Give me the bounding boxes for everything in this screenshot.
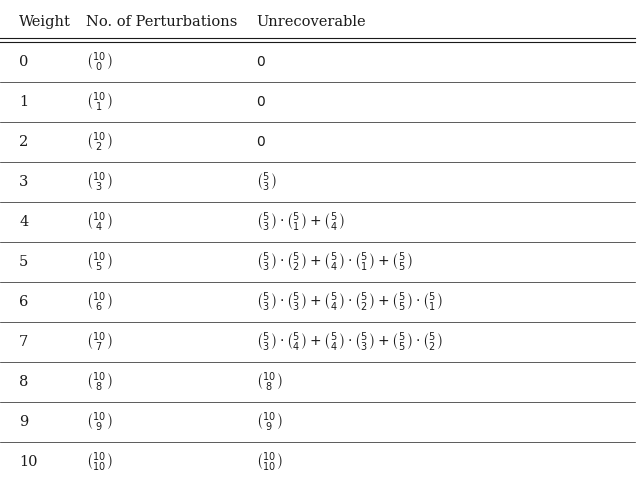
Text: 2: 2: [19, 135, 28, 149]
Text: 7: 7: [19, 335, 28, 349]
Text: $\binom{5}{3}$: $\binom{5}{3}$: [256, 170, 276, 194]
Text: $\binom{10}{9}$: $\binom{10}{9}$: [256, 410, 283, 434]
Text: 10: 10: [19, 455, 38, 469]
Text: $\binom{10}{3}$: $\binom{10}{3}$: [86, 170, 113, 194]
Text: 1: 1: [19, 95, 28, 109]
Text: $\binom{10}{8}$: $\binom{10}{8}$: [256, 370, 283, 394]
Text: $\binom{5}{3}\cdot\binom{5}{4}+\binom{5}{4}\cdot\binom{5}{3}+\binom{5}{5}\cdot\b: $\binom{5}{3}\cdot\binom{5}{4}+\binom{5}…: [256, 330, 443, 354]
Text: $0$: $0$: [256, 55, 266, 69]
Text: No. of Perturbations: No. of Perturbations: [86, 15, 238, 29]
Text: Weight: Weight: [19, 15, 71, 29]
Text: $\binom{10}{8}$: $\binom{10}{8}$: [86, 370, 113, 394]
Text: $\binom{5}{3}\cdot\binom{5}{1}+\binom{5}{4}$: $\binom{5}{3}\cdot\binom{5}{1}+\binom{5}…: [256, 210, 345, 234]
Text: $\binom{10}{1}$: $\binom{10}{1}$: [86, 90, 113, 114]
Text: $0$: $0$: [256, 135, 266, 149]
Text: $\binom{10}{7}$: $\binom{10}{7}$: [86, 330, 113, 354]
Text: 4: 4: [19, 215, 28, 229]
Text: 8: 8: [19, 375, 29, 389]
Text: $\binom{5}{3}\cdot\binom{5}{3}+\binom{5}{4}\cdot\binom{5}{2}+\binom{5}{5}\cdot\b: $\binom{5}{3}\cdot\binom{5}{3}+\binom{5}…: [256, 290, 443, 314]
Text: 6: 6: [19, 295, 29, 309]
Text: $\binom{10}{10}$: $\binom{10}{10}$: [256, 450, 283, 474]
Text: $\binom{10}{5}$: $\binom{10}{5}$: [86, 250, 113, 274]
Text: $\binom{10}{2}$: $\binom{10}{2}$: [86, 130, 113, 154]
Text: Unrecoverable: Unrecoverable: [256, 15, 365, 29]
Text: $\binom{10}{9}$: $\binom{10}{9}$: [86, 410, 113, 434]
Text: $\binom{10}{10}$: $\binom{10}{10}$: [86, 450, 113, 474]
Text: 5: 5: [19, 255, 28, 269]
Text: $\binom{10}{4}$: $\binom{10}{4}$: [86, 210, 113, 234]
Text: 0: 0: [19, 55, 29, 69]
Text: 9: 9: [19, 415, 28, 429]
Text: 3: 3: [19, 175, 29, 189]
Text: $\binom{10}{6}$: $\binom{10}{6}$: [86, 290, 113, 314]
Text: $\binom{5}{3}\cdot\binom{5}{2}+\binom{5}{4}\cdot\binom{5}{1}+\binom{5}{5}$: $\binom{5}{3}\cdot\binom{5}{2}+\binom{5}…: [256, 250, 413, 274]
Text: $\binom{10}{0}$: $\binom{10}{0}$: [86, 50, 113, 74]
Text: $0$: $0$: [256, 95, 266, 109]
